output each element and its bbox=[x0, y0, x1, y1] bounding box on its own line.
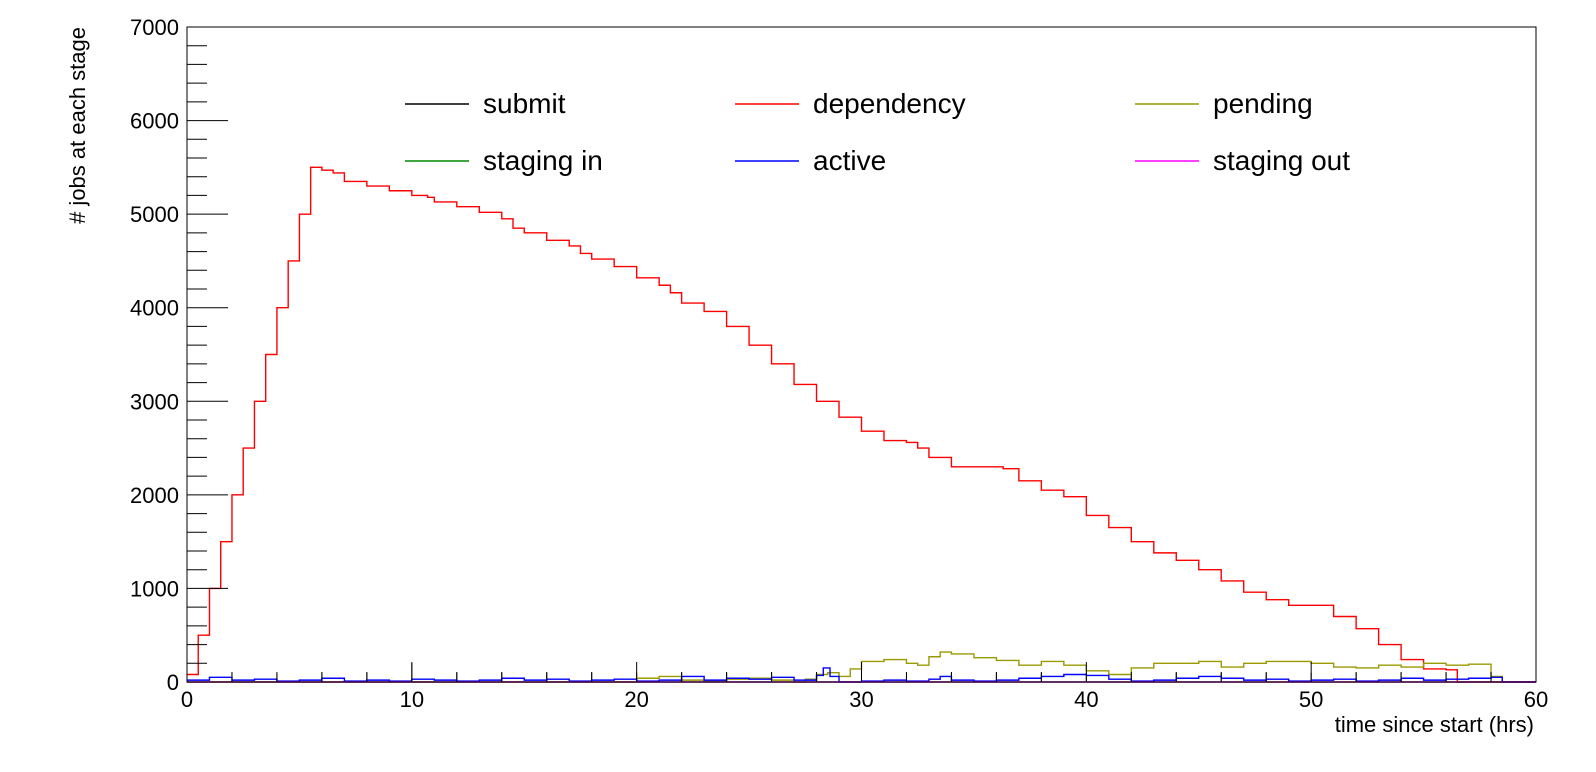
series-layer bbox=[187, 166, 1536, 683]
legend-label: pending bbox=[1213, 88, 1313, 119]
x-tick-label: 0 bbox=[181, 687, 193, 712]
legend-item-staging-out: staging out bbox=[1135, 145, 1350, 176]
legend-item-pending: pending bbox=[1135, 88, 1313, 119]
y-tick-label: 3000 bbox=[130, 389, 179, 414]
y-axis-label: # jobs at each stage bbox=[65, 27, 90, 224]
legend-item-staging-in: staging in bbox=[405, 145, 603, 176]
x-tick-label: 10 bbox=[400, 687, 424, 712]
legend-item-dependency: dependency bbox=[735, 88, 966, 119]
x-tick-label: 50 bbox=[1299, 687, 1323, 712]
y-tick-label: 6000 bbox=[130, 109, 179, 134]
x-tick-label: 60 bbox=[1524, 687, 1548, 712]
series-line bbox=[187, 166, 1536, 683]
x-tick-label: 30 bbox=[849, 687, 873, 712]
legend: submit dependency pending staging in active s… bbox=[405, 88, 1350, 176]
x-axis: 0 10 20 30 40 50 60 bbox=[181, 662, 1548, 712]
y-tick-label: 1000 bbox=[130, 576, 179, 601]
legend-label: active bbox=[813, 145, 886, 176]
y-tick-label: 7000 bbox=[130, 15, 179, 40]
y-tick-label: 5000 bbox=[130, 202, 179, 227]
legend-item-active: active bbox=[735, 145, 886, 176]
plot-frame bbox=[186, 26, 1537, 683]
series-dependency bbox=[187, 166, 1536, 683]
x-axis-label: time since start (hrs) bbox=[1335, 712, 1534, 737]
legend-label: staging in bbox=[483, 145, 603, 176]
y-tick-label: 4000 bbox=[130, 296, 179, 321]
y-axis: 0 1000 2000 3000 4000 5000 6000 7000 bbox=[130, 15, 228, 695]
legend-item-submit: submit bbox=[405, 88, 566, 119]
x-tick-label: 40 bbox=[1074, 687, 1098, 712]
y-tick-label: 0 bbox=[167, 670, 179, 695]
x-tick-label: 20 bbox=[624, 687, 648, 712]
legend-label: staging out bbox=[1213, 145, 1350, 176]
legend-label: submit bbox=[483, 88, 566, 119]
legend-label: dependency bbox=[813, 88, 966, 119]
y-tick-label: 2000 bbox=[130, 483, 179, 508]
